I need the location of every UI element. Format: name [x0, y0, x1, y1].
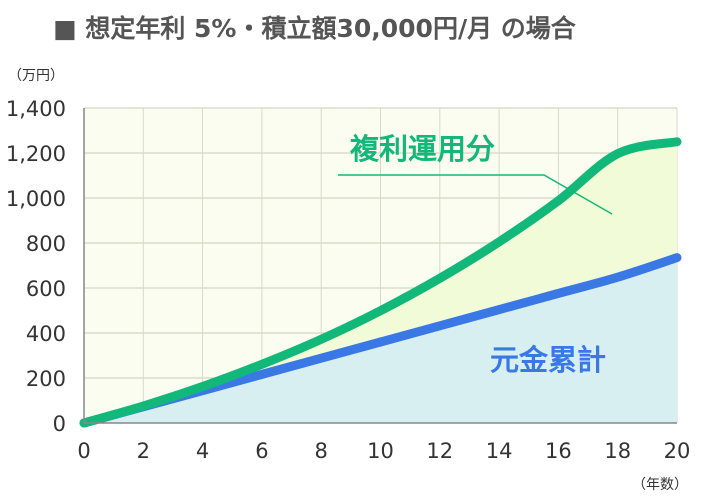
principal-area	[84, 257, 677, 423]
x-tick-label: 16	[545, 439, 572, 463]
x-tick-label: 8	[315, 439, 328, 463]
y-tick-label: 200	[26, 367, 66, 391]
x-tick-label: 12	[426, 439, 453, 463]
chart-title: ■ 想定年利 5%・積立額30,000円/月 の場合	[53, 14, 577, 43]
x-tick-label: 2	[137, 439, 150, 463]
series-line-interest	[79, 137, 682, 428]
series-label-principal: 元金累計	[490, 343, 606, 377]
x-tick-label: 4	[196, 439, 209, 463]
y-tick-label: 800	[26, 232, 66, 256]
x-tick-label: 0	[77, 439, 90, 463]
x-tick-label: 10	[367, 439, 394, 463]
y-tick-label: 600	[26, 277, 66, 301]
y-tick-label: 0	[53, 412, 66, 436]
y-tick-label: 1,400	[6, 97, 66, 121]
x-tick-label: 18	[604, 439, 631, 463]
series-label-interest: 複利運用分	[350, 132, 495, 166]
x-unit-label: （年数）	[632, 477, 688, 493]
y-unit-label: （万円）	[8, 68, 64, 84]
axes	[83, 108, 677, 424]
x-tick-label: 6	[255, 439, 268, 463]
y-tick-label: 1,200	[6, 142, 66, 166]
x-tick-label: 20	[664, 439, 691, 463]
x-tick-label: 14	[486, 439, 513, 463]
y-tick-label: 400	[26, 322, 66, 346]
y-tick-label: 1,000	[6, 187, 66, 211]
tick-labels: 0 200 400 600 800 1,000 1,200 1,400 0 2 4 6 8 10 12 14 1…	[6, 97, 690, 463]
interest-label-leader	[338, 174, 613, 215]
